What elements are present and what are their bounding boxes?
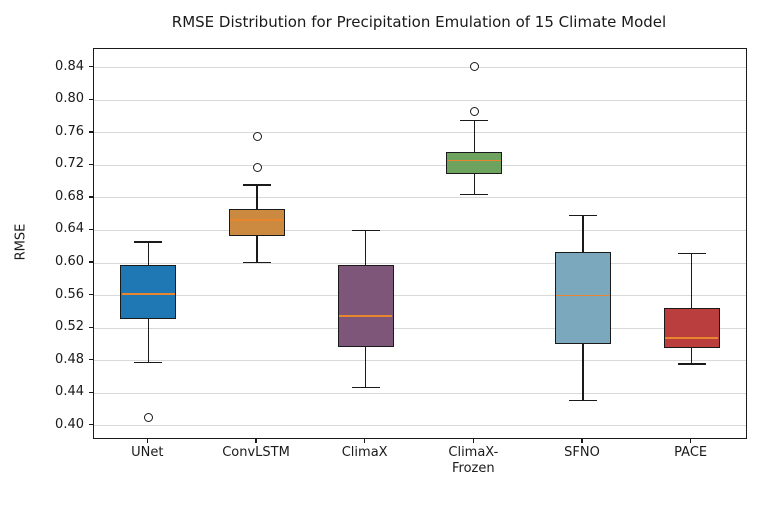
whisker-cap xyxy=(134,361,163,363)
y-tick-label: 0.48 xyxy=(55,351,84,367)
whisker-cap xyxy=(677,252,706,254)
whisker-cap xyxy=(569,215,597,217)
box-unet xyxy=(120,265,177,320)
y-tickmark xyxy=(88,424,93,426)
x-tickmark xyxy=(255,438,257,443)
x-tickmark xyxy=(690,438,692,443)
median-line xyxy=(556,294,610,297)
x-tickmark xyxy=(364,438,366,443)
y-tickmark xyxy=(88,261,93,263)
y-tick-label: 0.56 xyxy=(55,286,84,302)
x-tick-label: UNet xyxy=(131,445,164,460)
outlier-point xyxy=(469,61,479,71)
x-tick-label: ConvLSTM xyxy=(222,445,290,460)
whisker-cap xyxy=(243,184,271,186)
gridline xyxy=(94,164,746,166)
y-tick-label: 0.76 xyxy=(55,123,84,139)
plot-area xyxy=(93,48,747,439)
x-tickmark xyxy=(472,438,474,443)
x-tickmark xyxy=(581,438,583,443)
gridline xyxy=(94,327,746,329)
box-convlstm xyxy=(229,209,285,237)
y-tickmark xyxy=(88,163,93,166)
gridline xyxy=(94,295,746,297)
gridline xyxy=(94,132,746,134)
y-tick-label: 0.44 xyxy=(55,384,84,400)
outlier-point xyxy=(252,131,262,141)
chart-title: RMSE Distribution for Precipitation Emul… xyxy=(171,13,667,31)
outlier-point xyxy=(143,413,153,423)
y-tickmark xyxy=(88,66,93,68)
gridline xyxy=(94,425,746,427)
whisker-cap xyxy=(460,194,489,196)
gridline xyxy=(94,229,746,231)
y-tickmark xyxy=(88,131,93,133)
median-line xyxy=(121,293,176,295)
y-tick-label: 0.64 xyxy=(55,221,84,237)
gridline xyxy=(94,262,746,264)
y-tickmark xyxy=(88,98,93,100)
whisker-cap xyxy=(460,119,489,122)
y-tick-label: 0.72 xyxy=(55,156,84,172)
y-tick-label: 0.68 xyxy=(55,188,84,204)
gridline xyxy=(94,197,746,199)
outlier-point xyxy=(469,107,479,117)
box-pace xyxy=(663,307,720,349)
gridline xyxy=(94,392,746,394)
x-tick-label: ClimaX xyxy=(341,445,388,460)
median-line xyxy=(664,337,719,339)
whisker-cap xyxy=(677,363,706,365)
y-tickmark xyxy=(88,293,93,296)
whisker-cap xyxy=(351,229,380,232)
y-tick-label: 0.60 xyxy=(55,254,84,270)
y-tickmark xyxy=(88,196,93,198)
median-line xyxy=(447,159,502,162)
y-tickmark xyxy=(88,359,93,361)
whisker-cap xyxy=(351,386,380,389)
gridline xyxy=(94,67,746,69)
x-tickmark xyxy=(146,438,148,443)
median-line xyxy=(230,219,284,221)
y-tickmark xyxy=(88,228,93,231)
x-tick-label: SFNO xyxy=(564,445,600,460)
whisker-cap xyxy=(569,399,597,402)
y-tick-label: 0.84 xyxy=(55,58,84,74)
y-tickmark xyxy=(88,391,93,393)
y-tickmark xyxy=(88,326,93,328)
y-axis-label: RMSE xyxy=(13,223,29,261)
x-tick-label: ClimaX- Frozen xyxy=(448,445,499,476)
gridline xyxy=(94,360,746,362)
whisker-cap xyxy=(243,261,271,263)
y-tick-label: 0.40 xyxy=(55,416,84,432)
x-tick-label: PACE xyxy=(674,445,708,460)
box-climax-frozen xyxy=(446,151,503,175)
box-climax xyxy=(337,265,394,347)
y-tick-label: 0.80 xyxy=(55,91,84,107)
outlier-point xyxy=(252,162,262,172)
y-tick-label: 0.52 xyxy=(55,319,84,335)
whisker-cap xyxy=(134,241,163,243)
gridline xyxy=(94,99,746,101)
box-sfno xyxy=(555,252,611,344)
median-line xyxy=(338,315,393,317)
